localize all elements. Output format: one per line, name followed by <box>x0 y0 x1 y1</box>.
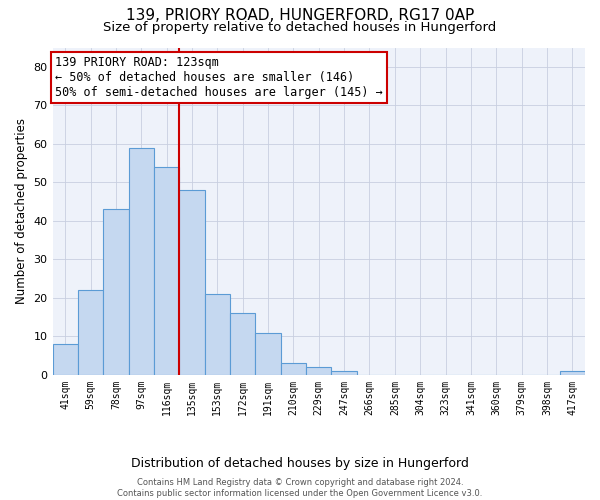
Bar <box>331 371 357 375</box>
Bar <box>53 344 78 375</box>
Bar <box>306 367 331 375</box>
Bar <box>103 210 128 375</box>
Bar <box>281 364 306 375</box>
Bar <box>230 314 256 375</box>
Bar <box>78 290 103 375</box>
Text: Contains HM Land Registry data © Crown copyright and database right 2024.
Contai: Contains HM Land Registry data © Crown c… <box>118 478 482 498</box>
Y-axis label: Number of detached properties: Number of detached properties <box>15 118 28 304</box>
Text: Distribution of detached houses by size in Hungerford: Distribution of detached houses by size … <box>131 458 469 470</box>
Bar <box>560 371 585 375</box>
Text: 139 PRIORY ROAD: 123sqm
← 50% of detached houses are smaller (146)
50% of semi-d: 139 PRIORY ROAD: 123sqm ← 50% of detache… <box>55 56 383 98</box>
Bar <box>179 190 205 375</box>
Text: 139, PRIORY ROAD, HUNGERFORD, RG17 0AP: 139, PRIORY ROAD, HUNGERFORD, RG17 0AP <box>126 8 474 22</box>
Bar <box>154 167 179 375</box>
Text: Size of property relative to detached houses in Hungerford: Size of property relative to detached ho… <box>103 21 497 34</box>
Bar <box>205 294 230 375</box>
Bar <box>256 332 281 375</box>
Bar <box>128 148 154 375</box>
